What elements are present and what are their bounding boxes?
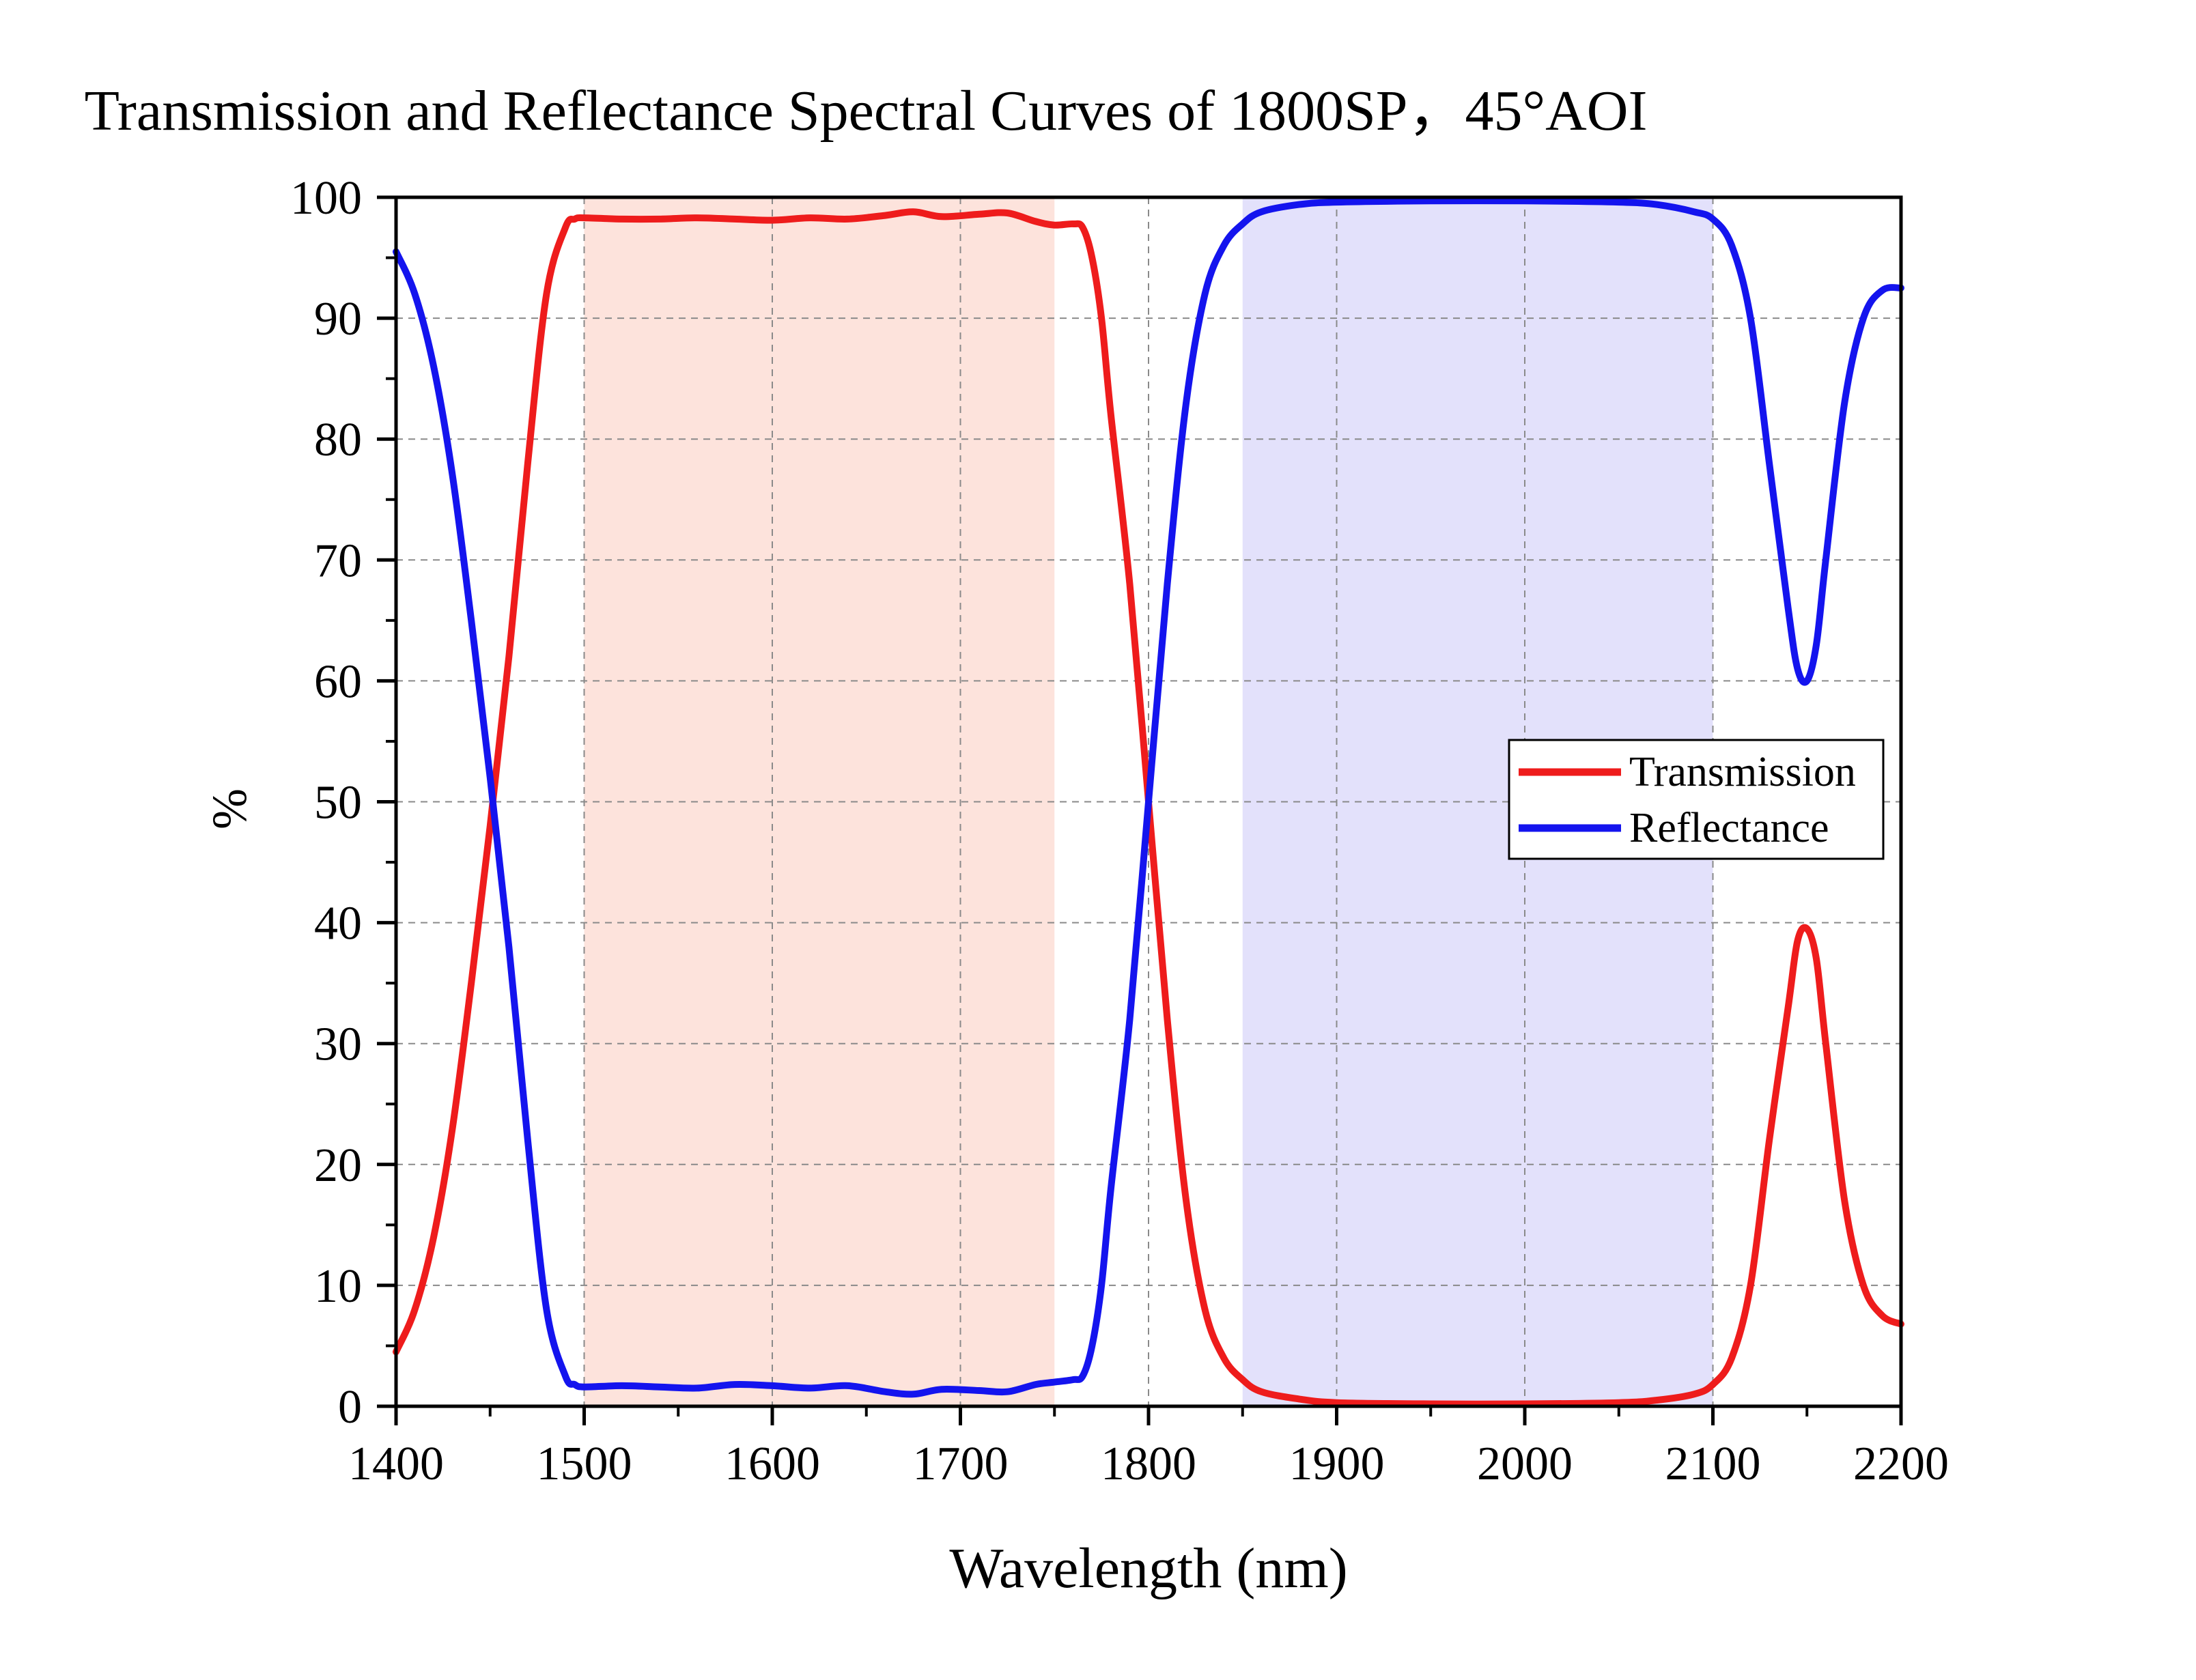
x-tick-label: 2000 (1477, 1438, 1573, 1490)
legend-box (1508, 739, 1885, 860)
x-tick-label: 1800 (1101, 1438, 1196, 1490)
y-tick-label: 80 (314, 414, 362, 466)
y-tick-label: 0 (338, 1381, 362, 1434)
data-series (393, 197, 1904, 1408)
x-tick-label: 2100 (1665, 1438, 1761, 1490)
x-tick-label: 1900 (1289, 1438, 1385, 1490)
x-tick-label: 2200 (1853, 1438, 1949, 1490)
y-tick-label: 60 (314, 655, 362, 708)
x-tick-label: 1400 (348, 1438, 444, 1490)
x-axis-ticks: 1400 1500 1600 1700 1800 1900 2000 2100 2200 (348, 1406, 1949, 1490)
y-tick-label: 70 (314, 535, 362, 587)
x-tick-label: 1600 (724, 1438, 820, 1490)
legend: Transmission Reflectance (1508, 739, 1885, 860)
legend-label-reflectance: Reflectance (1629, 805, 1829, 851)
y-axis-ticks: 0 10 20 30 40 50 60 70 80 90 100 (290, 172, 396, 1434)
y-axis-label: % (202, 788, 257, 829)
x-tick-label: 1500 (537, 1438, 632, 1490)
legend-label-transmission: Transmission (1629, 749, 1856, 795)
y-tick-label: 100 (290, 172, 362, 225)
y-tick-label: 50 (314, 777, 362, 829)
series-line-reflectance (393, 197, 1904, 1398)
series-line-transmission (393, 208, 1904, 1408)
y-tick-label: 30 (314, 1019, 362, 1071)
y-tick-label: 40 (314, 898, 362, 950)
y-tick-label: 20 (314, 1139, 362, 1192)
chart-title: Transmission and Reflectance Spectral Cu… (85, 79, 1648, 143)
y-tick-label: 90 (314, 293, 362, 345)
x-tick-label: 1700 (913, 1438, 1009, 1490)
y-tick-label: 10 (314, 1260, 362, 1313)
x-axis-label: Wavelength (nm) (949, 1537, 1347, 1600)
